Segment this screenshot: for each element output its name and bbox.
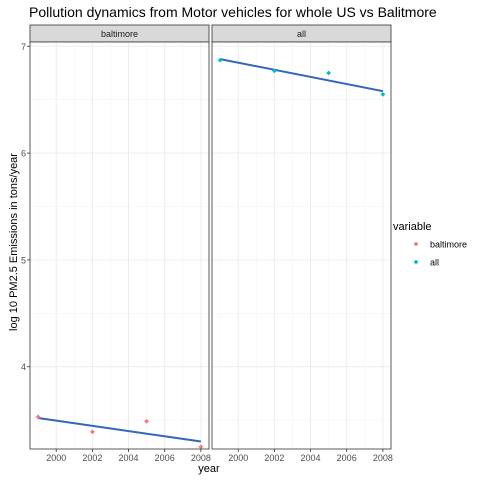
data-point (144, 418, 150, 424)
x-tick-label: 2008 (191, 453, 211, 463)
facet-strip-label: all (297, 29, 306, 39)
data-point (89, 429, 95, 435)
legend: variable baltimore all (393, 221, 467, 268)
panel-background (212, 42, 391, 449)
facet-baltimore: baltimore 2000 2002 2004 2006 2008 (27, 24, 211, 463)
x-tick-label: 2008 (373, 453, 393, 463)
data-point (271, 68, 277, 74)
data-point (217, 57, 223, 63)
x-tick-label: 2000 (228, 453, 248, 463)
data-point (198, 444, 204, 450)
legend-key (413, 259, 419, 265)
x-tick-label: 2006 (337, 453, 357, 463)
data-point (35, 414, 41, 420)
trend-line (37, 417, 202, 443)
facet-strip-label: baltimore (101, 29, 138, 39)
data-point (326, 70, 332, 76)
x-tick-label: 2006 (155, 453, 175, 463)
x-tick-label: 2000 (46, 453, 66, 463)
facet-all: all 2000 2002 2004 2006 2008 (211, 24, 393, 463)
legend-label: baltimore (430, 240, 467, 250)
x-tick-label: 2004 (119, 453, 139, 463)
panel-background (30, 42, 209, 449)
y-tick-label: 4 (21, 362, 26, 372)
x-tick-label: 2002 (264, 453, 284, 463)
x-tick-label: 2004 (301, 453, 321, 463)
panel-border (29, 41, 210, 450)
y-tick-label: 6 (21, 149, 26, 159)
data-point (380, 91, 386, 97)
legend-entries: baltimore all (413, 240, 467, 268)
y-axis-label: log 10 PM2.5 Emissions in tons/year (8, 153, 20, 331)
y-tick-label: 5 (21, 255, 26, 265)
y-tick-label: 7 (21, 42, 26, 52)
trend-line (219, 58, 384, 93)
y-tick-labels: 4 5 6 7 (21, 42, 26, 372)
legend-label: all (430, 258, 439, 268)
panel-border (211, 41, 392, 450)
x-axis-label: year (198, 463, 220, 475)
legend-title: variable (393, 221, 432, 233)
legend-key (413, 241, 419, 247)
chart-title: Pollution dynamics from Motor vehicles f… (29, 4, 437, 20)
x-tick-label: 2002 (82, 453, 102, 463)
